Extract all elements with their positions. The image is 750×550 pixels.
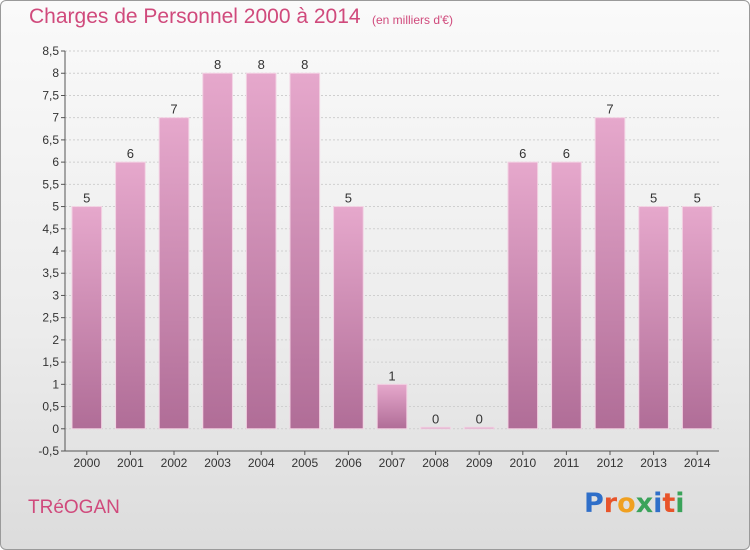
x-tick-label: 2002 [161,456,188,470]
x-tick-label: 2004 [248,456,275,470]
y-tick-label: 7 [52,111,59,125]
x-tick-label: 2009 [466,456,493,470]
bar [158,117,190,430]
y-tick-label: 5 [52,200,59,214]
y-tick-label: -0,5 [38,444,59,458]
bar [71,206,103,430]
y-tick-label: 2 [52,333,59,347]
data-label: 6 [127,146,134,161]
x-tick-labels: 2000 2001 2002 2003 2004 2005 2006 2007 2008 2009… [73,456,710,470]
x-tick-label: 2007 [379,456,406,470]
logo-letter: P [584,488,604,519]
data-label: 0 [432,411,439,426]
x-tick-label: 2013 [640,456,667,470]
proxiti-logo[interactable]: Proxiti [584,488,685,519]
y-tick-label: 0,5 [42,400,59,414]
chart-subtitle: (en milliers d'€) [372,13,453,27]
bar [507,161,539,430]
data-label: 7 [170,102,177,117]
data-label: 0 [476,411,483,426]
logo-letter: x [635,488,654,519]
logo-letter: i [675,488,685,519]
commune-name: TRéOGAN [28,497,120,518]
y-tick-label: 0 [52,422,59,436]
y-tick-label: 8 [52,66,59,80]
bar [376,383,408,430]
y-tick-label: 8,5 [42,44,59,58]
logo-letter: r [603,488,618,519]
bar [202,72,233,430]
bar [245,72,277,430]
chart-title: Charges de Personnel 2000 à 2014 [29,5,361,28]
x-tick-label: 2008 [422,456,449,470]
x-tick-label: 2014 [684,456,711,470]
y-tick-label: 4 [52,244,59,258]
bar [463,426,495,430]
y-tick-label: 1,5 [42,355,59,369]
logo-letter: i [653,488,663,519]
y-tick-label: 3,5 [42,266,59,280]
logo-letter: t [662,488,676,519]
y-tick-label: 2,5 [42,311,59,325]
bar [115,161,146,430]
x-tick-label: 2005 [291,456,318,470]
data-label: 8 [258,57,265,72]
data-labels: 5 6 7 8 8 8 5 1 0 0 6 6 7 5 5 [83,57,701,426]
x-tick-label: 2011 [553,456,579,470]
logo-letter: o [617,488,636,519]
bar [681,206,713,430]
bar [638,206,669,430]
bar [551,161,582,430]
x-tick-label: 2010 [509,456,536,470]
data-label: 8 [214,57,221,72]
x-tick-label: 2000 [73,456,100,470]
x-tick-label: 2001 [117,456,144,470]
bar [289,72,321,430]
bar [333,206,364,430]
data-label: 1 [388,368,395,383]
y-tick-labels: -0,5 0 0,5 1 1,5 2 2,5 3 3,5 4 4,5 5 5,5 6 6,5 7 7,5 8 8,5 [38,44,59,458]
bar [420,426,451,430]
data-label: 6 [519,146,526,161]
y-tick-label: 1 [52,377,59,391]
data-label: 5 [345,191,352,206]
data-label: 7 [606,102,613,117]
y-tick-label: 3 [52,288,59,302]
x-tick-label: 2012 [597,456,624,470]
data-label: 5 [650,191,657,206]
data-label: 6 [563,146,570,161]
data-label: 8 [301,57,308,72]
axes [61,50,719,455]
data-label: 5 [83,191,90,206]
bar [594,117,626,430]
x-tick-label: 2006 [335,456,362,470]
data-label: 5 [694,191,701,206]
y-tick-label: 5,5 [42,177,59,191]
y-tick-label: 4,5 [42,222,59,236]
y-tick-label: 7,5 [42,88,59,102]
y-tick-label: 6 [52,155,59,169]
x-tick-label: 2003 [204,456,231,470]
bars [71,72,713,430]
y-tick-label: 6,5 [42,133,59,147]
